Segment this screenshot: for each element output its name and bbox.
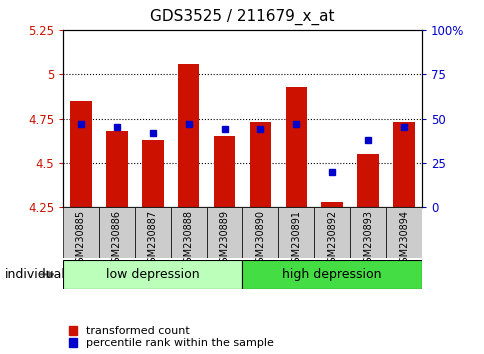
Text: GSM230886: GSM230886 xyxy=(112,210,121,269)
Text: GSM230885: GSM230885 xyxy=(76,210,86,269)
Bar xyxy=(63,207,99,258)
Bar xyxy=(314,207,349,258)
Bar xyxy=(357,154,378,207)
Bar xyxy=(142,140,163,207)
Text: GSM230893: GSM230893 xyxy=(363,210,372,269)
Text: GSM230891: GSM230891 xyxy=(291,210,301,269)
Bar xyxy=(206,207,242,258)
Bar xyxy=(393,122,414,207)
Bar xyxy=(135,207,170,258)
Bar xyxy=(385,207,421,258)
Text: high depression: high depression xyxy=(282,268,381,281)
Bar xyxy=(242,260,421,289)
Text: GSM230888: GSM230888 xyxy=(183,210,193,269)
Text: GSM230890: GSM230890 xyxy=(255,210,265,269)
Bar xyxy=(278,207,314,258)
Text: GSM230892: GSM230892 xyxy=(327,210,336,269)
Text: low depression: low depression xyxy=(106,268,199,281)
Bar xyxy=(170,207,206,258)
Bar xyxy=(285,87,306,207)
Bar xyxy=(99,207,135,258)
Bar xyxy=(213,136,235,207)
Bar xyxy=(242,207,278,258)
Bar xyxy=(249,122,271,207)
Bar xyxy=(321,202,342,207)
Bar xyxy=(349,207,385,258)
Bar xyxy=(106,131,127,207)
Text: GDS3525 / 211679_x_at: GDS3525 / 211679_x_at xyxy=(150,9,334,25)
Bar xyxy=(63,260,242,289)
Text: GSM230894: GSM230894 xyxy=(398,210,408,269)
Bar xyxy=(178,64,199,207)
Text: GSM230889: GSM230889 xyxy=(219,210,229,269)
Bar xyxy=(70,101,91,207)
Text: GSM230887: GSM230887 xyxy=(148,210,157,269)
Text: individual: individual xyxy=(5,268,66,281)
Legend: transformed count, percentile rank within the sample: transformed count, percentile rank withi… xyxy=(68,326,273,348)
